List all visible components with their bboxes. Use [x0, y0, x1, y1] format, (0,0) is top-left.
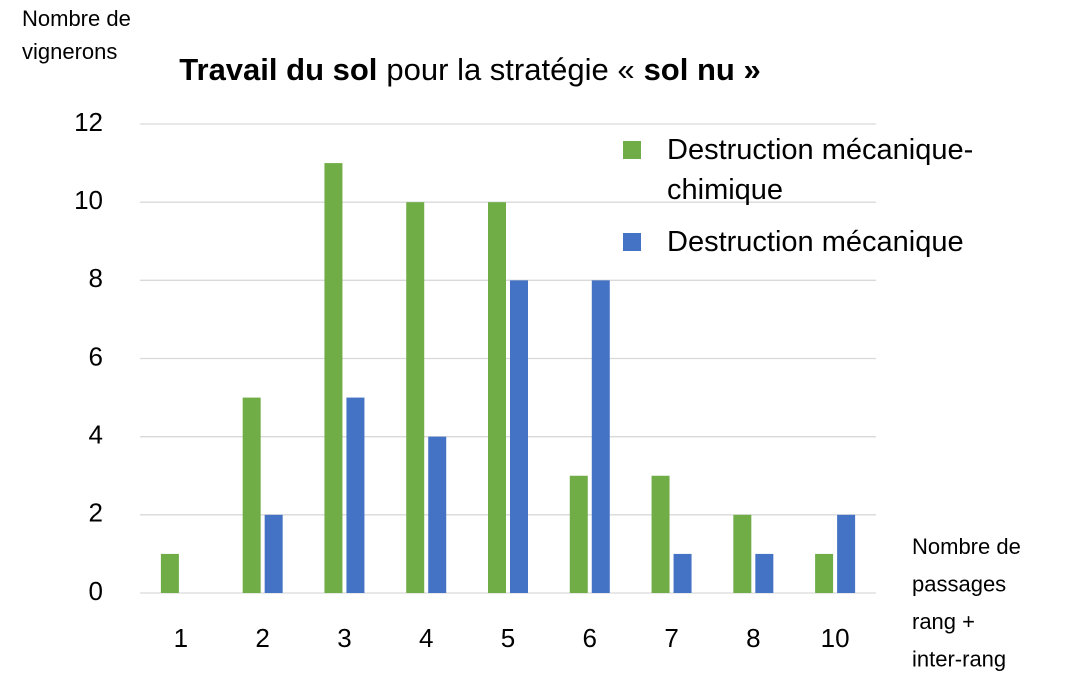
bar — [733, 514, 752, 593]
y-tick-label: 12 — [74, 107, 103, 137]
bar — [488, 202, 506, 593]
bar — [591, 280, 610, 593]
bar — [428, 436, 447, 593]
legend-swatch — [623, 141, 641, 159]
bar — [242, 397, 261, 593]
y-tick-label: 10 — [74, 185, 103, 215]
x-axis-label: Nombre de — [912, 534, 1021, 559]
legend: Destruction mécanique-chimique Destructio… — [620, 130, 1020, 274]
bar — [264, 514, 283, 593]
x-tick-label: 6 — [583, 623, 597, 653]
legend-label: Destruction mécanique — [667, 226, 964, 258]
legend-item: Destruction mécanique — [620, 222, 1020, 262]
legend-label: Destruction mécanique-chimique — [667, 134, 974, 206]
title-part: pour la stratégie « — [386, 52, 634, 87]
bar — [569, 475, 588, 593]
bar — [406, 202, 425, 593]
y-axis-label: Nombre de — [22, 6, 131, 31]
x-tick-label: 3 — [337, 623, 351, 653]
bar — [815, 553, 834, 593]
y-axis-label: vignerons — [22, 39, 117, 64]
x-tick-label: 2 — [255, 623, 269, 653]
bar — [837, 514, 856, 593]
x-tick-label: 10 — [821, 623, 850, 653]
y-tick-label: 8 — [89, 263, 103, 293]
x-axis-label: rang + — [912, 609, 975, 634]
bar — [651, 475, 670, 593]
title-part: Travail du sol — [179, 52, 377, 87]
x-axis-label: inter-rang — [912, 646, 1006, 671]
x-tick-label: 8 — [746, 623, 760, 653]
bar — [160, 553, 179, 593]
x-tick-label: 7 — [664, 623, 678, 653]
chart-title: Travail du sol pour la stratégie « sol nu … — [179, 52, 760, 87]
title-part: sol nu » — [644, 52, 761, 87]
y-tick-label: 4 — [89, 420, 103, 450]
y-tick-label: 2 — [89, 498, 103, 528]
bar — [510, 280, 528, 593]
legend-swatch — [623, 233, 641, 251]
y-tick-label: 0 — [89, 576, 103, 606]
legend-item: Destruction mécanique-chimique — [620, 130, 1020, 210]
x-axis-label: passages — [912, 571, 1006, 596]
bar — [324, 163, 343, 594]
bar — [673, 553, 692, 593]
y-tick-label: 6 — [89, 341, 103, 371]
x-tick-label: 1 — [174, 623, 188, 653]
x-tick-label: 5 — [501, 623, 515, 653]
bar — [755, 553, 774, 593]
x-tick-label: 4 — [419, 623, 433, 653]
bar — [346, 397, 365, 593]
